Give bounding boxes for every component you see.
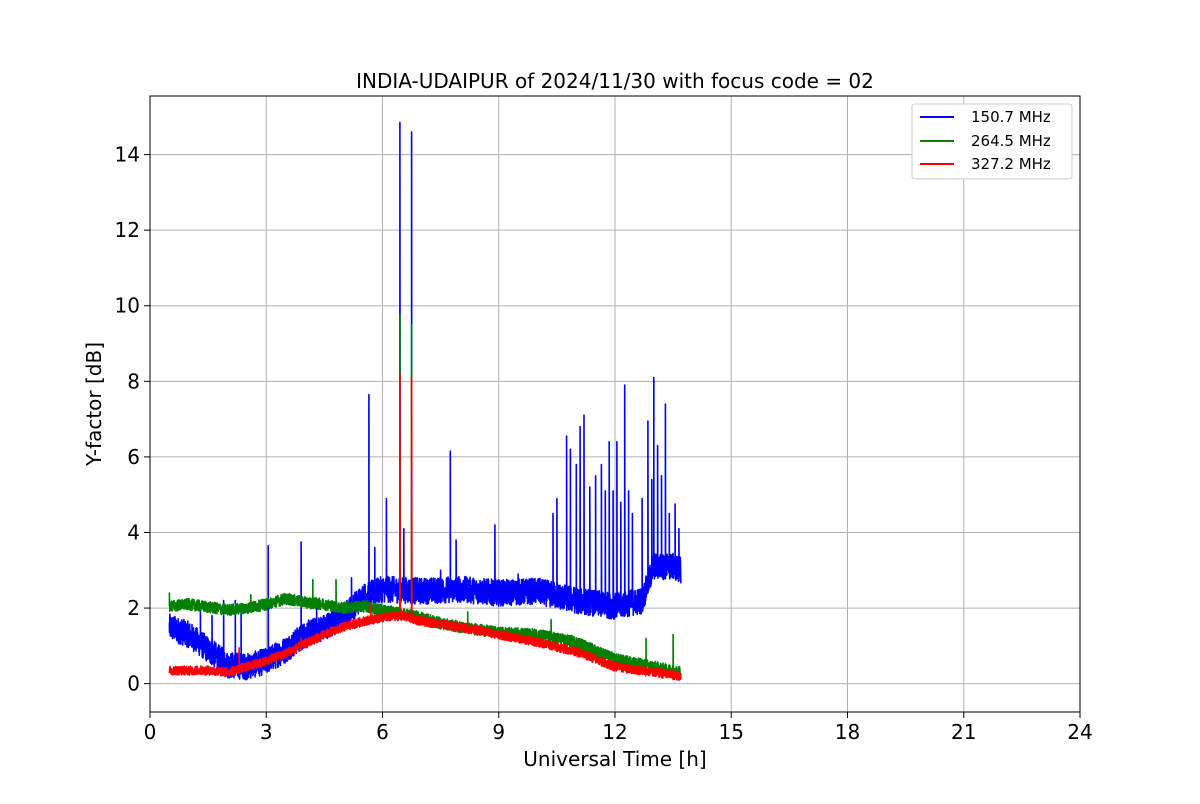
legend-label-150: 150.7 MHz — [971, 108, 1051, 126]
series-line-0 — [168, 121, 682, 681]
y-tick-label: 8 — [127, 369, 140, 393]
x-tick-label: 3 — [260, 720, 273, 744]
legend-box — [911, 103, 1073, 180]
y-tick-label: 0 — [127, 672, 140, 696]
y-axis-label: Y-factor [dB] — [82, 342, 106, 467]
x-axis-label: Universal Time [h] — [523, 747, 706, 771]
chart-title: INDIA-UDAIPUR of 2024/11/30 with focus c… — [356, 69, 874, 93]
x-tick-label: 6 — [376, 720, 389, 744]
y-tick-label: 6 — [127, 445, 140, 469]
y-tick-label: 12 — [115, 218, 140, 242]
x-tick-label: 9 — [492, 720, 505, 744]
y-tick-label: 14 — [115, 143, 140, 167]
x-tick-label: 12 — [602, 720, 627, 744]
series-line-2 — [168, 373, 682, 681]
y-tick-label: 2 — [127, 596, 140, 620]
x-tick-label: 24 — [1067, 720, 1092, 744]
y-tick-label: 10 — [115, 294, 140, 318]
plot-frame — [149, 95, 1081, 713]
series-layer — [168, 121, 682, 681]
x-tick-label: 21 — [951, 720, 976, 744]
x-tick-label: 0 — [144, 720, 157, 744]
grid — [149, 96, 1081, 712]
legend-label-327: 327.2 MHz — [971, 155, 1051, 173]
legend: 150.7 MHz 264.5 MHz 327.2 MHz — [911, 103, 1073, 180]
x-tick-label: 15 — [719, 720, 744, 744]
y-tick-label: 4 — [127, 520, 140, 544]
legend-label-264: 264.5 MHz — [971, 132, 1051, 150]
x-tick-label: 18 — [835, 720, 860, 744]
